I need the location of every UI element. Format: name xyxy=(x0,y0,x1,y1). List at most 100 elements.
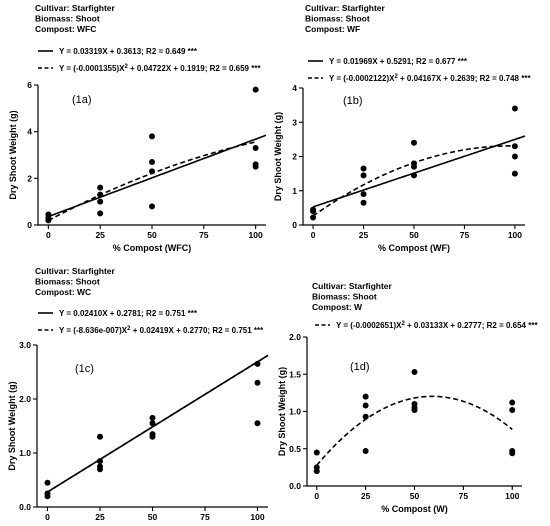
data-point xyxy=(149,133,155,140)
y-tick-label: 2 xyxy=(292,152,297,162)
data-point xyxy=(511,153,518,160)
panel-header-line: Compost: WF xyxy=(305,24,360,34)
fit-line-solid xyxy=(312,135,526,208)
x-axis-label: % Compost (W) xyxy=(381,504,448,514)
y-tick-label: 0 xyxy=(292,220,297,230)
panel-header-line: Biomass: Shoot xyxy=(35,277,100,287)
legend-label: Y = (-8.636e-007)X2 + 0.02419X + 0.2770;… xyxy=(59,326,264,335)
data-point xyxy=(149,420,156,427)
x-tick-label: 50 xyxy=(147,230,157,240)
data-point xyxy=(97,466,103,473)
data-point xyxy=(313,449,320,456)
x-tick-label: 0 xyxy=(46,230,51,240)
x-tick-label: 50 xyxy=(409,230,419,240)
x-tick-label: 75 xyxy=(200,512,210,522)
x-tick-label: 100 xyxy=(508,230,522,240)
y-axis-label: Dry Shoot Weight (g) xyxy=(277,367,287,456)
y-tick-label: 0.0 xyxy=(19,502,31,512)
data-point xyxy=(511,170,518,177)
data-point xyxy=(360,165,367,172)
data-point xyxy=(97,184,104,191)
legend-label: Y = 0.01969X + 0.5291; R2 = 0.677 *** xyxy=(329,57,468,66)
x-tick-label: 25 xyxy=(95,512,105,522)
data-point xyxy=(411,163,417,170)
panel-header-line: Cultivar: Starfighter xyxy=(305,3,386,13)
x-tick-label: 100 xyxy=(249,230,263,240)
y-tick-label: 1 xyxy=(292,186,297,196)
panel-header-line: Biomass: Shoot xyxy=(305,14,370,24)
data-point xyxy=(411,172,417,179)
y-axis-label: Dry Shoot Weight (g) xyxy=(273,112,283,201)
data-point xyxy=(252,163,259,170)
data-point xyxy=(362,413,369,420)
panel-header-line: Cultivar: Starfighter xyxy=(35,3,116,13)
data-point xyxy=(45,217,52,224)
data-point xyxy=(254,360,261,367)
data-point xyxy=(149,168,155,175)
y-tick-label: 4 xyxy=(27,127,32,137)
panel-header-line: Compost: WFC xyxy=(35,24,96,34)
x-tick-label: 75 xyxy=(459,491,469,501)
data-point xyxy=(149,203,155,210)
y-tick-label: 1.0 xyxy=(289,407,301,417)
data-point xyxy=(254,379,261,386)
panel-header-line: Cultivar: Starfighter xyxy=(35,266,116,276)
data-point xyxy=(252,145,259,151)
x-tick-label: 75 xyxy=(460,230,470,240)
x-tick-label: 0 xyxy=(314,491,319,501)
data-point xyxy=(44,479,51,486)
panel-header-line: Biomass: Shoot xyxy=(35,14,100,24)
panel-header-line: Compost: W xyxy=(312,302,363,312)
data-point xyxy=(310,208,317,215)
legend-label: Y = (-0.0002122)X2 + 0.04167X + 0.2639; … xyxy=(329,74,531,83)
panel-label: (1c) xyxy=(75,363,94,375)
data-point xyxy=(509,450,516,457)
data-point xyxy=(509,407,516,414)
data-point xyxy=(97,458,103,465)
x-tick-label: 0 xyxy=(311,230,316,240)
legend-label: Y = 0.03319X + 0.3613; R2 = 0.649 *** xyxy=(59,47,198,56)
fit-line-dashed xyxy=(316,395,513,466)
x-tick-label: 25 xyxy=(95,230,105,240)
panel-label: (1b) xyxy=(343,95,363,107)
x-tick-label: 50 xyxy=(410,491,420,501)
data-point xyxy=(44,493,51,500)
y-axis-label: Dry Shoot Weight (g) xyxy=(8,110,18,199)
legend-label: Y = 0.02410X + 0.2781; R2 = 0.751 *** xyxy=(59,309,198,318)
panel-header-line: Compost: WC xyxy=(35,287,91,297)
x-tick-label: 100 xyxy=(250,512,264,522)
data-point xyxy=(411,139,417,146)
data-point xyxy=(149,433,156,440)
data-point xyxy=(97,191,104,198)
data-point xyxy=(362,402,369,409)
y-tick-label: 1.5 xyxy=(289,369,301,379)
y-axis-label: Dry Shoot Weight (g) xyxy=(7,381,17,470)
y-tick-label: 0 xyxy=(27,220,32,230)
y-tick-label: 2.0 xyxy=(19,394,31,404)
data-point xyxy=(252,86,259,93)
data-point xyxy=(360,191,367,198)
y-tick-label: 0.5 xyxy=(289,444,301,454)
data-point xyxy=(362,447,369,454)
x-tick-label: 100 xyxy=(505,491,519,501)
y-tick-label: 3 xyxy=(292,117,297,127)
y-tick-label: 1.0 xyxy=(19,448,31,458)
data-point xyxy=(511,143,518,150)
data-point xyxy=(411,369,418,376)
y-tick-label: 4 xyxy=(292,83,297,93)
y-tick-label: 2.0 xyxy=(289,332,301,342)
data-point xyxy=(511,105,518,112)
x-tick-label: 0 xyxy=(45,512,50,522)
fit-line-dashed xyxy=(312,145,515,217)
data-point xyxy=(411,407,418,414)
y-tick-label: 3.0 xyxy=(19,340,31,350)
y-tick-label: 2 xyxy=(27,173,32,183)
legend-label: Y = (-0.0002651)X2 + 0.03133X + 0.2777; … xyxy=(336,321,538,330)
x-tick-label: 75 xyxy=(199,230,209,240)
data-point xyxy=(360,172,367,179)
x-axis-label: % Compost (WF) xyxy=(378,243,450,253)
